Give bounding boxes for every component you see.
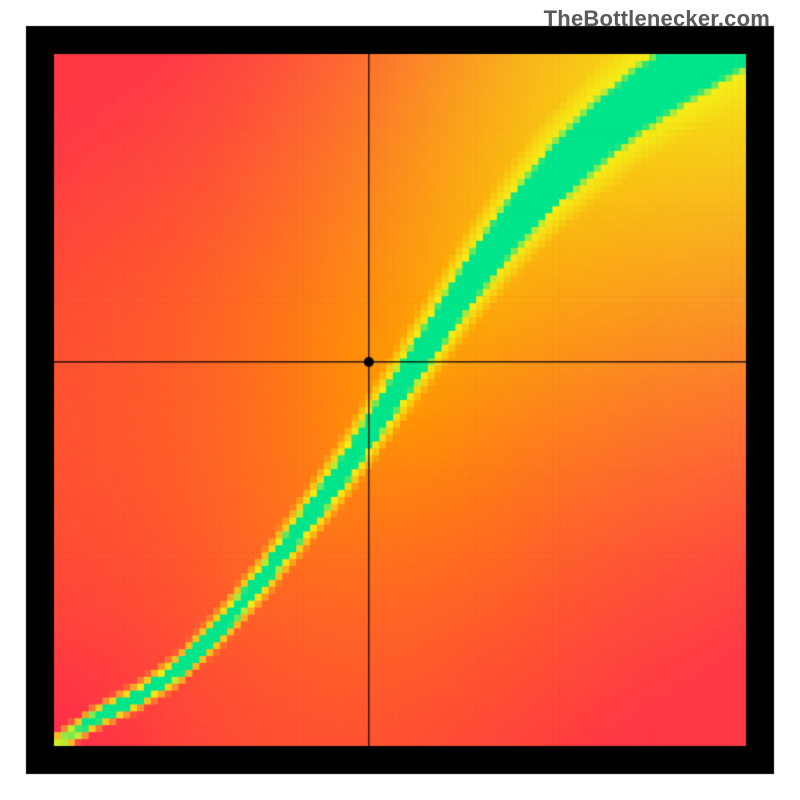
heatmap-canvas (0, 0, 800, 800)
watermark-text: TheBottlenecker.com (544, 6, 770, 32)
chart-container: TheBottlenecker.com (0, 0, 800, 800)
